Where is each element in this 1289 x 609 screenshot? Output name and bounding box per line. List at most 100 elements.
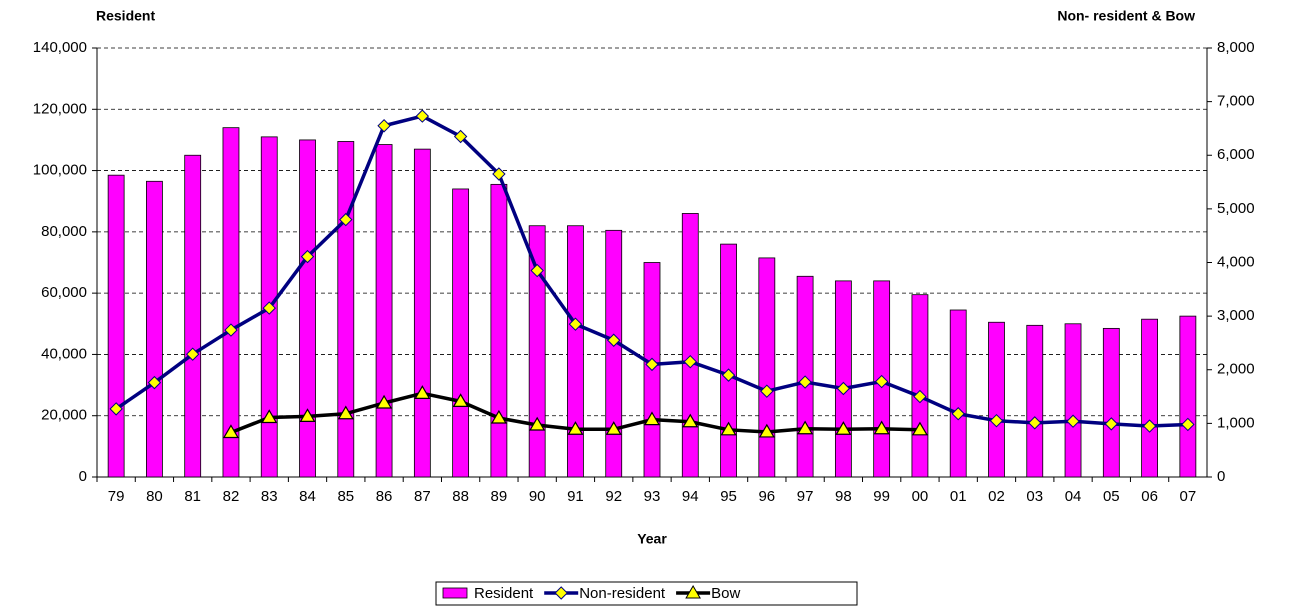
- triangle-marker: [529, 416, 546, 431]
- y2-tick-label: 2,000: [1217, 361, 1255, 378]
- y2-axis-title: Non- resident & Bow: [1057, 8, 1195, 24]
- triangle-marker: [873, 420, 890, 435]
- triangle-marker: [797, 420, 814, 435]
- x-tick-label: 98: [835, 488, 852, 505]
- triangle-marker: [758, 423, 775, 438]
- triangle-marker: [299, 408, 316, 423]
- x-tick-label: 80: [146, 488, 163, 505]
- x-tick-label: 89: [491, 488, 508, 505]
- diamond-marker: [798, 375, 812, 389]
- bar: [567, 225, 584, 478]
- diamond-marker: [262, 301, 276, 315]
- diamond-marker: [300, 249, 315, 264]
- diamond-marker: [453, 129, 468, 144]
- x-tick-label: 96: [758, 488, 775, 505]
- bar: [834, 280, 852, 478]
- x-tick-label: 83: [261, 488, 278, 505]
- diamond-marker: [683, 354, 697, 369]
- diamond-marker: [1181, 417, 1195, 432]
- x-tick-label: 88: [452, 488, 469, 505]
- y2-tick-label: 4,000: [1217, 253, 1255, 270]
- diamond-marker: [492, 167, 506, 181]
- x-tick-label: 04: [1065, 488, 1082, 505]
- legend-marker: [685, 585, 701, 599]
- x-tick-label: 85: [337, 488, 354, 505]
- x-tick-label: 82: [223, 488, 240, 505]
- legend-marker: [554, 586, 568, 600]
- x-tick-label: 00: [912, 488, 929, 505]
- bar: [107, 174, 125, 478]
- bar: [758, 257, 776, 478]
- x-axis-title: Year: [637, 531, 667, 547]
- bar: [720, 243, 737, 478]
- diamond-marker: [645, 357, 659, 372]
- x-tick-label: 81: [184, 488, 201, 505]
- legend-box: [435, 581, 858, 606]
- triangle-marker: [605, 421, 622, 435]
- triangle-marker: [337, 405, 354, 420]
- bar: [222, 127, 240, 478]
- bar: [1064, 323, 1082, 478]
- triangle-marker: [682, 413, 699, 428]
- bar: [490, 183, 508, 478]
- y2-tick-label: 8,000: [1217, 39, 1255, 56]
- diamond-marker: [836, 381, 851, 396]
- diamond-marker: [721, 368, 736, 382]
- x-tick-label: 97: [797, 488, 814, 505]
- triangle-marker: [452, 393, 469, 407]
- diamond-marker: [568, 317, 583, 331]
- legend-label: Non-resident: [579, 585, 666, 602]
- bar: [605, 229, 623, 478]
- x-tick-label: 99: [873, 488, 890, 505]
- bar: [1102, 327, 1120, 478]
- bar: [681, 213, 699, 478]
- y-axis-title: Resident: [96, 8, 155, 24]
- diamond-marker: [951, 407, 965, 421]
- bar: [1026, 324, 1044, 478]
- triangle-marker: [490, 409, 507, 424]
- diamond-marker: [339, 212, 353, 227]
- x-tick-label: 79: [108, 488, 125, 505]
- diamond-marker: [147, 375, 162, 390]
- bar: [911, 294, 929, 478]
- x-tick-label: 87: [414, 488, 431, 505]
- triangle-marker: [567, 421, 584, 435]
- x-tick-label: 01: [950, 488, 967, 505]
- bar: [528, 225, 546, 478]
- diamond-marker: [415, 109, 430, 123]
- diamond-marker: [109, 402, 123, 416]
- x-tick-label: 94: [682, 488, 699, 505]
- bar: [299, 139, 316, 478]
- x-tick-label: 92: [605, 488, 622, 505]
- y-tick-label: 20,000: [41, 407, 87, 424]
- y-tick-label: 0: [79, 468, 87, 485]
- diamond-marker: [377, 119, 391, 133]
- x-tick-label: 06: [1141, 488, 1158, 505]
- y2-tick-label: 6,000: [1217, 146, 1255, 163]
- y-tick-label: 100,000: [33, 162, 87, 179]
- bar: [452, 188, 470, 478]
- diamond-marker: [989, 413, 1004, 428]
- legend-label: Resident: [474, 585, 534, 602]
- x-tick-label: 90: [529, 488, 546, 505]
- legend-label: Bow: [711, 585, 740, 602]
- triangle-marker: [911, 421, 928, 436]
- x-tick-label: 03: [1026, 488, 1043, 505]
- bar: [375, 144, 393, 478]
- x-tick-label: 84: [299, 488, 316, 505]
- triangle-marker: [414, 385, 431, 399]
- diamond-marker: [1066, 414, 1080, 428]
- y-tick-label: 80,000: [41, 223, 87, 240]
- y-tick-label: 120,000: [33, 100, 87, 117]
- y-tick-label: 140,000: [33, 39, 87, 56]
- y2-tick-label: 5,000: [1217, 200, 1255, 217]
- diamond-marker: [874, 374, 889, 389]
- x-tick-label: 95: [720, 488, 737, 505]
- x-tick-label: 07: [1180, 488, 1197, 505]
- bar: [1179, 315, 1197, 478]
- diamond-marker: [185, 347, 200, 361]
- diamond-marker: [1104, 417, 1119, 431]
- x-tick-label: 93: [644, 488, 661, 505]
